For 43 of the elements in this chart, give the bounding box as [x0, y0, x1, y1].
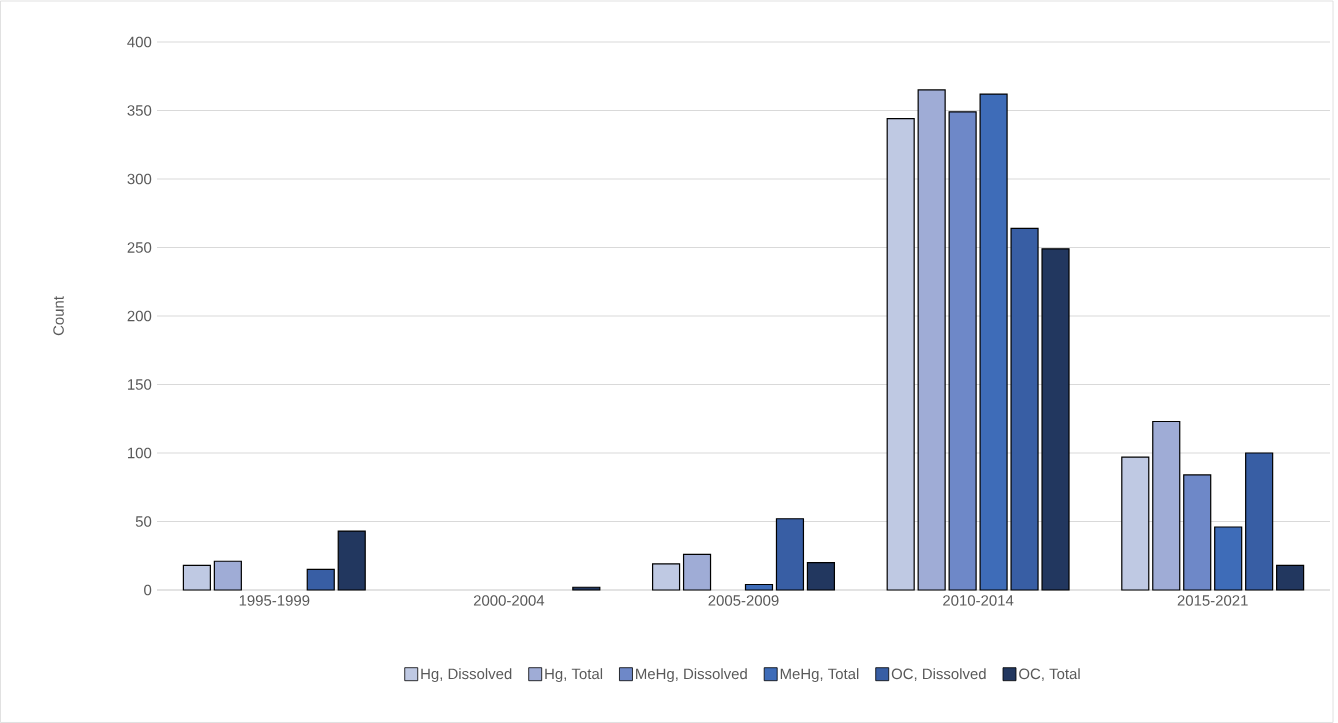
legend-label: Hg, Dissolved [421, 668, 512, 683]
bar [572, 586, 601, 591]
x-tick-label: 1995-1999 [239, 595, 310, 606]
bar [1152, 420, 1181, 591]
x-tick-label: 2015-2021 [1177, 595, 1248, 606]
bar [1276, 564, 1305, 591]
legend-label: MeHg, Total [780, 668, 859, 683]
bar [1121, 456, 1150, 591]
legend-label: MeHg, Dissolved [636, 668, 747, 683]
bar [1041, 248, 1070, 591]
bar [1214, 526, 1243, 591]
legend-label: OC, Dissolved [891, 668, 986, 681]
bar [1010, 227, 1039, 591]
x-tick-label: 2005-2009 [708, 595, 779, 606]
legend-label: OC, Total [1019, 668, 1080, 681]
y-tick-label: 100 [128, 447, 152, 459]
bar [948, 111, 977, 591]
bar [213, 560, 242, 591]
bar [886, 118, 915, 591]
bar [1183, 474, 1212, 591]
x-tick-label: 2010-2014 [943, 595, 1014, 606]
y-axis-title: Count [53, 296, 64, 336]
bar [652, 563, 681, 591]
legend-label: Hg, Total [545, 668, 603, 683]
y-tick-label: 50 [135, 516, 152, 527]
bar [744, 583, 774, 591]
bar [979, 93, 1008, 591]
y-tick-label: 200 [127, 310, 152, 322]
bar [182, 564, 211, 591]
y-tick-label: 400 [127, 36, 152, 48]
bar [337, 530, 366, 591]
y-tick-label: 350 [127, 105, 152, 116]
bar [306, 568, 335, 591]
bar [1245, 452, 1274, 591]
bar [775, 518, 805, 591]
bar [682, 553, 712, 591]
x-tick-label: 2000-2004 [473, 595, 545, 606]
y-tick-label: 150 [128, 379, 152, 390]
bar [806, 562, 836, 591]
y-tick-label: 0 [144, 584, 152, 596]
bar [917, 89, 946, 591]
y-tick-label: 250 [127, 242, 152, 253]
y-tick-label: 300 [127, 173, 152, 185]
